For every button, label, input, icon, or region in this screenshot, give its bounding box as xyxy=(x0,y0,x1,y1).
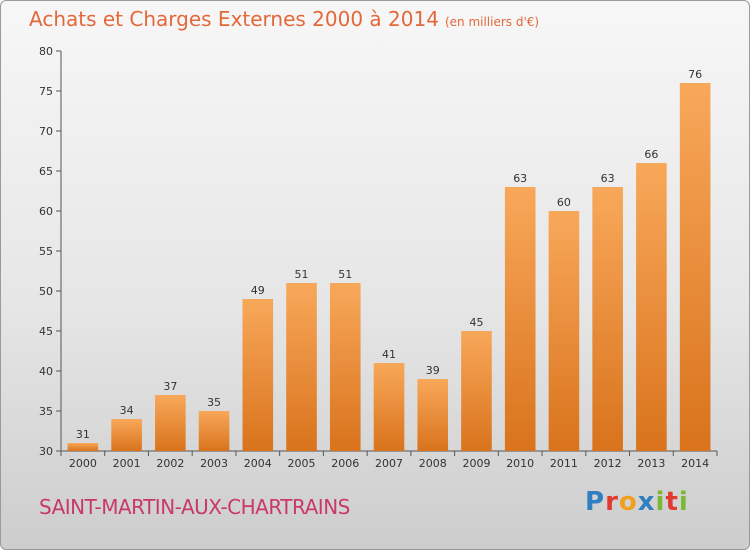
y-tick-label: 50 xyxy=(39,285,53,298)
logo-letter: i xyxy=(678,487,689,517)
x-tick-label: 2008 xyxy=(419,457,447,470)
bar-2012 xyxy=(592,187,623,451)
x-tick-label: 2010 xyxy=(506,457,534,470)
y-tick-label: 60 xyxy=(39,205,53,218)
proxiti-logo: Proxiti xyxy=(585,487,689,517)
bar-2011 xyxy=(548,211,580,451)
x-tick-label: 2004 xyxy=(244,457,272,470)
chart-title: Achats et Charges Externes 2000 à 2014 (e… xyxy=(29,7,539,31)
y-tick-label: 55 xyxy=(39,245,53,258)
x-tick-label: 2000 xyxy=(69,457,97,470)
value-label: 63 xyxy=(513,172,527,185)
x-tick-label: 2006 xyxy=(331,457,359,470)
chart-title-text: Achats et Charges Externes 2000 à 2014 xyxy=(29,7,439,31)
y-tick-label: 35 xyxy=(39,405,53,418)
value-label: 35 xyxy=(207,396,221,409)
logo-letter: t xyxy=(665,487,679,517)
bars xyxy=(67,83,711,451)
logo-letter: x xyxy=(637,487,656,517)
bar-2003 xyxy=(198,411,230,451)
x-tick-label: 2002 xyxy=(156,457,184,470)
y-tick-label: 70 xyxy=(39,125,53,138)
logo-letter: r xyxy=(605,487,619,517)
bar-2001 xyxy=(111,419,142,451)
value-label: 31 xyxy=(76,428,90,441)
logo-letter: i xyxy=(655,487,666,517)
value-label: 34 xyxy=(120,404,134,417)
bar-2009 xyxy=(461,331,492,451)
value-label: 60 xyxy=(557,196,571,209)
city-name: SAINT-MARTIN-AUX-CHARTRAINS xyxy=(39,495,350,519)
value-label: 37 xyxy=(163,380,177,393)
bar-2006 xyxy=(329,283,361,451)
value-label: 63 xyxy=(601,172,615,185)
x-tick-label: 2014 xyxy=(681,457,709,470)
chart-unit: (en milliers d'€) xyxy=(444,15,540,29)
bar-2010 xyxy=(504,187,536,451)
y-tick-label: 65 xyxy=(39,165,53,178)
x-tick-label: 2005 xyxy=(288,457,316,470)
y-tick-label: 45 xyxy=(39,325,53,338)
x-tick-label: 2012 xyxy=(594,457,622,470)
bar-2004 xyxy=(242,299,274,451)
value-label: 66 xyxy=(644,148,658,161)
x-tick-label: 2003 xyxy=(200,457,228,470)
logo-letter: o xyxy=(618,487,638,517)
value-label: 76 xyxy=(688,68,702,81)
x-tick-label: 2011 xyxy=(550,457,578,470)
bar-2005 xyxy=(286,283,317,451)
bar-2008 xyxy=(417,379,449,451)
y-tick-label: 80 xyxy=(39,45,53,58)
bar-2002 xyxy=(155,395,186,451)
bar-2000 xyxy=(67,443,99,451)
bar-2013 xyxy=(636,163,667,451)
value-label: 41 xyxy=(382,348,396,361)
value-label: 45 xyxy=(469,316,483,329)
x-tick-label: 2009 xyxy=(462,457,490,470)
bar-2014 xyxy=(679,83,711,451)
logo-letter: P xyxy=(585,487,606,517)
bar-2007 xyxy=(373,363,405,451)
y-tick-label: 30 xyxy=(39,445,53,458)
x-tick-label: 2013 xyxy=(637,457,665,470)
value-labels: 31 34 37 35 49 51 51 41 39 45 63 60 63 66 76 xyxy=(76,68,702,441)
y-tick-label: 75 xyxy=(39,85,53,98)
axes: 30 35 40 45 50 55 60 65 70 75 80 2000 2001 2002 2003 20… xyxy=(39,45,718,470)
value-label: 51 xyxy=(295,268,309,281)
value-label: 49 xyxy=(251,284,265,297)
x-tick-label: 2001 xyxy=(113,457,141,470)
value-label: 39 xyxy=(426,364,440,377)
x-tick-label: 2007 xyxy=(375,457,403,470)
y-tick-label: 40 xyxy=(39,365,53,378)
value-label: 51 xyxy=(338,268,352,281)
